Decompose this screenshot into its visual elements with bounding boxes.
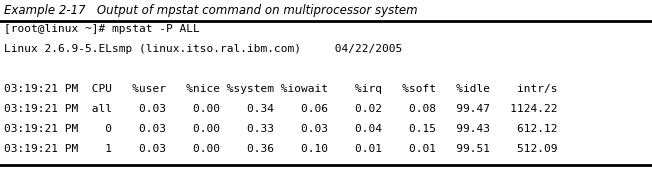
Text: [root@linux ~]# mpstat -P ALL: [root@linux ~]# mpstat -P ALL [4, 24, 200, 34]
Text: 03:19:21 PM  CPU   %user   %nice %system %iowait    %irq   %soft   %idle    intr: 03:19:21 PM CPU %user %nice %system %iow… [4, 84, 557, 94]
Text: 03:19:21 PM    1    0.03    0.00    0.36    0.10    0.01    0.01   99.51    512.: 03:19:21 PM 1 0.03 0.00 0.36 0.10 0.01 0… [4, 144, 557, 154]
Text: 03:19:21 PM    0    0.03    0.00    0.33    0.03    0.04    0.15   99.43    612.: 03:19:21 PM 0 0.03 0.00 0.33 0.03 0.04 0… [4, 124, 557, 134]
Text: Example 2-17   Output of mpstat command on multiprocessor system: Example 2-17 Output of mpstat command on… [4, 4, 418, 17]
Text: 03:19:21 PM  all    0.03    0.00    0.34    0.06    0.02    0.08   99.47   1124.: 03:19:21 PM all 0.03 0.00 0.34 0.06 0.02… [4, 104, 557, 114]
Text: Linux 2.6.9-5.ELsmp (linux.itso.ral.ibm.com)     04/22/2005: Linux 2.6.9-5.ELsmp (linux.itso.ral.ibm.… [4, 44, 402, 54]
